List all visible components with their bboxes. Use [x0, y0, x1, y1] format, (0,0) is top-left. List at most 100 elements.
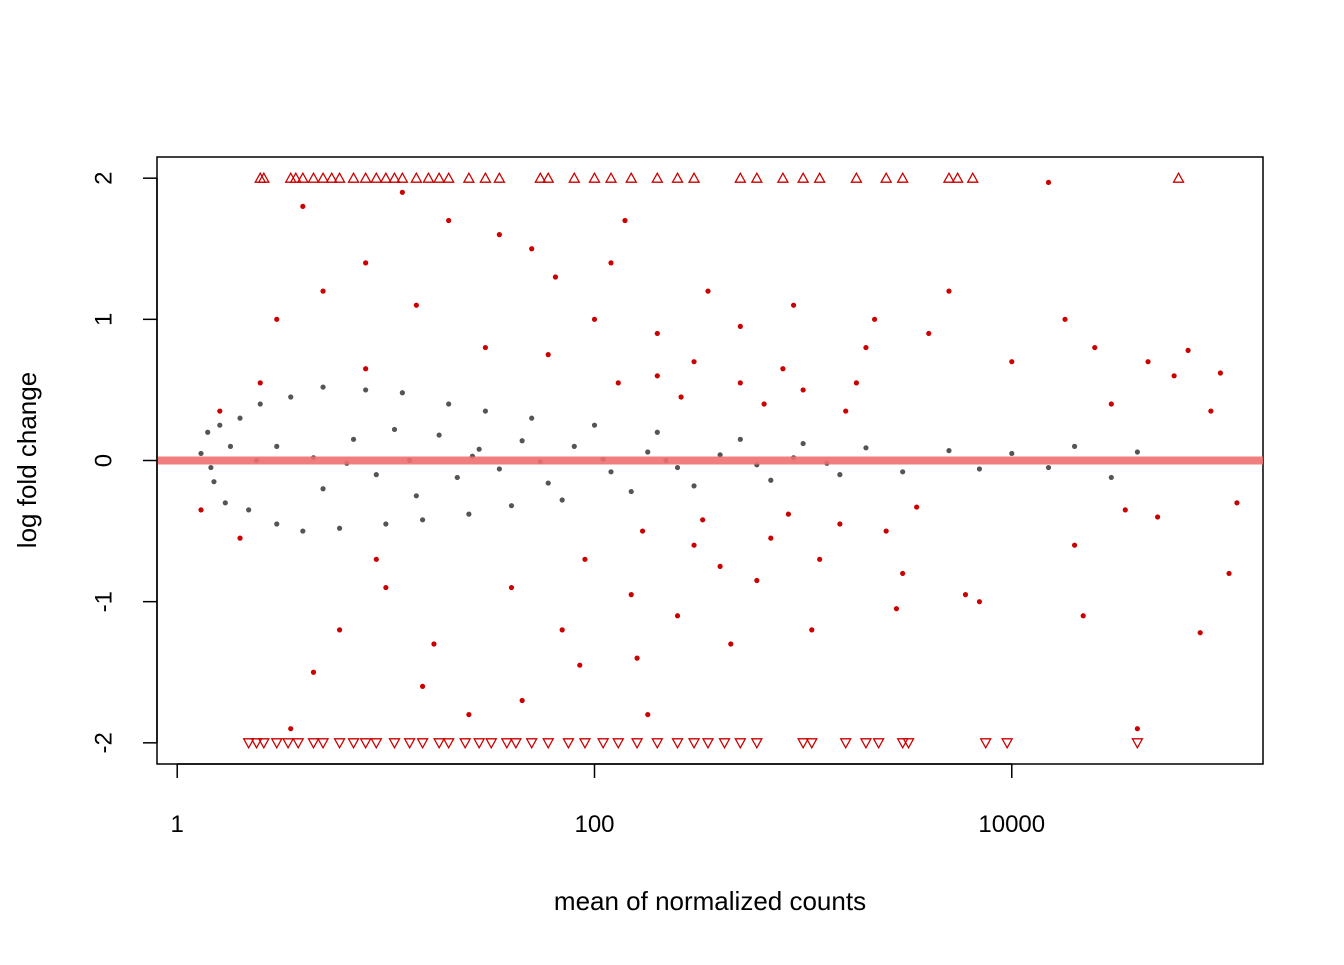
data-point: [880, 171, 893, 183]
data-point: [383, 584, 389, 591]
data-point: [1009, 359, 1015, 365]
data-point: [1045, 179, 1052, 186]
data-point: [608, 469, 614, 475]
data-point: [1045, 464, 1052, 471]
data-point: [545, 480, 551, 486]
data-point: [1001, 738, 1014, 750]
data-point: [687, 738, 701, 750]
data-point: [926, 330, 932, 337]
data-point: [373, 472, 379, 478]
data-point: [466, 511, 472, 517]
data-point: [591, 422, 598, 428]
data-point: [1062, 316, 1068, 322]
data-point: [529, 246, 535, 252]
data-point: [205, 429, 211, 435]
data-point: [307, 171, 320, 183]
data-point: [914, 504, 920, 510]
data-point: [962, 592, 969, 598]
data-point: [654, 429, 660, 435]
data-point: [333, 171, 346, 183]
data-point: [946, 448, 952, 454]
y-axis: -2 -1 0 1 2: [91, 171, 158, 753]
data-point: [805, 738, 818, 750]
data-point: [396, 171, 409, 183]
data-point: [482, 344, 489, 351]
data-point: [797, 738, 810, 750]
data-point: [217, 408, 223, 414]
data-point: [399, 189, 405, 195]
data-point: [628, 488, 634, 495]
data-point: [568, 171, 581, 183]
data-point: [859, 738, 873, 750]
data-point: [1155, 514, 1161, 520]
data-point: [482, 408, 489, 414]
data-point: [737, 380, 743, 386]
data-point: [700, 517, 706, 523]
data-point: [508, 503, 515, 509]
data-point: [320, 288, 326, 294]
data-point: [651, 738, 664, 750]
data-point: [282, 738, 295, 750]
data-point: [359, 171, 372, 183]
data-point: [737, 323, 743, 329]
data-point: [336, 525, 343, 531]
data-point: [1134, 726, 1140, 732]
data-point: [604, 171, 618, 183]
data-point: [809, 627, 815, 633]
data-point: [1071, 443, 1078, 449]
data-point: [211, 479, 217, 485]
data-point: [479, 171, 492, 183]
data-point: [442, 738, 455, 750]
data-point: [542, 171, 555, 183]
data-point: [433, 738, 446, 750]
data-point: [800, 387, 806, 393]
data-point: [300, 203, 306, 210]
data-point: [946, 288, 952, 294]
data-point: [519, 697, 525, 704]
data-point: [237, 535, 243, 541]
data-point: [250, 738, 263, 750]
data-point: [270, 738, 283, 750]
data-point: [519, 438, 525, 444]
data-point: [242, 738, 255, 750]
data-point: [383, 521, 389, 527]
data-point: [734, 738, 747, 750]
data-point: [534, 171, 547, 183]
points-layer: [198, 171, 1240, 750]
data-point: [446, 401, 452, 407]
data-point: [347, 738, 360, 750]
data-point: [227, 443, 234, 449]
data-point: [768, 477, 774, 483]
data-point: [496, 232, 502, 238]
data-point: [976, 466, 983, 472]
data-point: [645, 711, 651, 718]
data-point: [316, 738, 330, 750]
data-point: [525, 738, 538, 750]
data-point: [359, 738, 372, 750]
data-point: [883, 528, 889, 534]
data-point: [582, 556, 588, 562]
data-point: [257, 171, 270, 183]
data-point: [588, 171, 601, 183]
data-point: [454, 474, 460, 481]
data-point: [717, 563, 723, 569]
data-point: [691, 483, 697, 489]
data-point: [1217, 370, 1224, 376]
x-axis-label: mean of normalized counts: [554, 886, 866, 916]
data-point: [1092, 344, 1098, 351]
y-tick-label: 2: [91, 171, 118, 184]
data-point: [416, 738, 429, 750]
data-point: [350, 436, 357, 442]
data-point: [1197, 630, 1203, 636]
data-point: [951, 171, 964, 183]
data-point: [363, 387, 369, 393]
data-point: [485, 738, 498, 750]
data-point: [274, 443, 280, 449]
y-axis-label: log fold change: [12, 372, 42, 548]
data-point: [701, 738, 715, 750]
data-point: [800, 440, 806, 447]
data-point: [333, 738, 346, 750]
data-point: [674, 613, 681, 619]
data-point: [853, 380, 859, 386]
